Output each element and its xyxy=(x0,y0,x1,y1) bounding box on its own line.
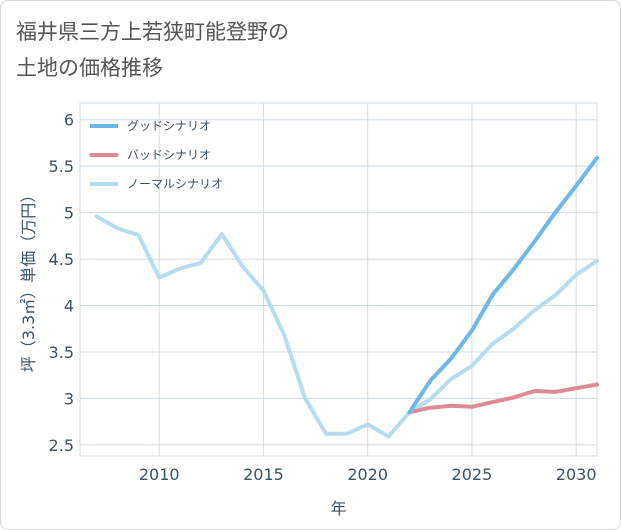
y-tick-label: 3 xyxy=(64,389,74,408)
legend-label-1: バッドシナリオ xyxy=(127,148,211,162)
y-tick-label: 6 xyxy=(64,111,74,130)
legend-label-2: ノーマルシナリオ xyxy=(127,177,223,191)
chart-title: 福井県三方上若狭町能登野の 土地の価格推移 xyxy=(16,14,289,86)
series-line-1 xyxy=(407,382,599,415)
y-tick-label: 5 xyxy=(64,204,74,223)
chart-title-line-2: 土地の価格推移 xyxy=(16,56,163,80)
y-tick-label: 4 xyxy=(64,297,74,316)
x-tick-label: 2010 xyxy=(139,465,180,484)
x-axis-title: 年 xyxy=(330,499,346,518)
x-tick-label: 2015 xyxy=(243,465,284,484)
legend-label-0: グッドシナリオ xyxy=(127,119,211,133)
chart-title-line-1: 福井県三方上若狭町能登野の xyxy=(16,20,289,44)
y-tick-label: 2.5 xyxy=(49,436,74,455)
series-line-2 xyxy=(94,214,599,439)
x-tick-label: 2020 xyxy=(347,465,388,484)
x-tick-label: 2025 xyxy=(452,465,493,484)
x-tick-label: 2030 xyxy=(556,465,597,484)
y-tick-label: 4.5 xyxy=(49,250,74,269)
series-line-0 xyxy=(407,155,599,415)
series-layer xyxy=(94,155,599,439)
y-axis-title: 坪（3.3㎡）単価（万円） xyxy=(19,187,38,372)
tick-labels: 2.5 3 3.5 4 4.5 5 5.5 6 2010 2015 2020 2025 2030 xyxy=(49,111,597,484)
plot-area-border xyxy=(79,102,598,457)
y-tick-label: 3.5 xyxy=(49,343,74,362)
y-tick-label: 5.5 xyxy=(49,157,74,176)
